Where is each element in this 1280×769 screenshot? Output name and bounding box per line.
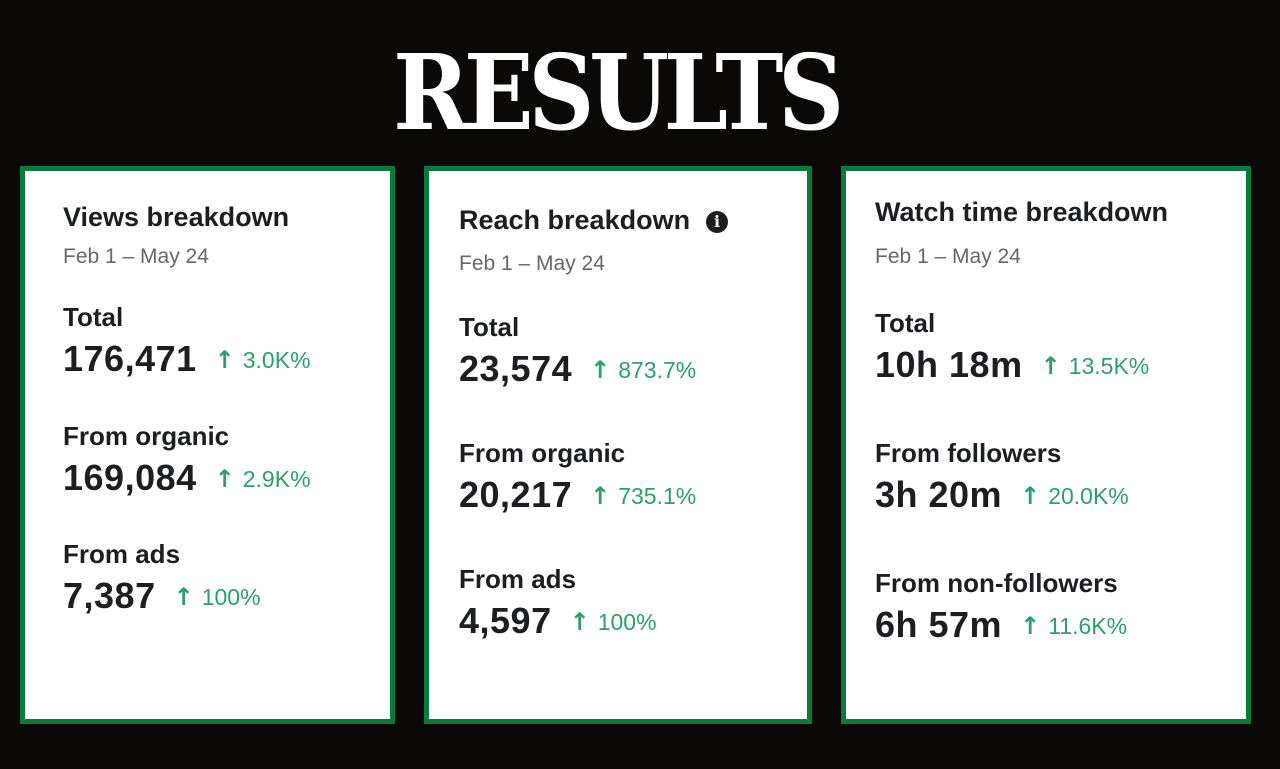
info-icon[interactable]: i (706, 211, 729, 233)
change-percent: 3.0K% (242, 347, 311, 373)
metric-label: From followers (875, 438, 1062, 468)
change-percent: 873.7% (618, 357, 697, 383)
metric-label: From ads (63, 539, 181, 569)
metric-value: 10h 18m (875, 344, 1023, 385)
page-heading: RESULTS (393, 31, 844, 154)
change-indicator: ↑ 20.0K% (1020, 474, 1129, 518)
metric-from-organic: From organic 169,084 ↑ 2.9K% (63, 420, 311, 508)
change-percent: 735.1% (618, 483, 697, 509)
metric-value: 6h 57m (875, 604, 1003, 645)
metric-from-ads: From ads 4,597 ↑ 100% (459, 563, 657, 651)
metric-value: 3h 20m (875, 474, 1003, 515)
change-percent: 100% (201, 584, 261, 610)
arrow-up-icon: ↑ (590, 356, 611, 384)
change-percent: 2.9K% (242, 466, 311, 492)
metric-label: From organic (459, 438, 626, 468)
metric-from-organic: From organic 20,217 ↑ 735.1% (459, 437, 696, 525)
change-indicator: ↑ 3.0K% (215, 338, 311, 382)
change-indicator: ↑ 2.9K% (215, 457, 311, 501)
arrow-up-icon: ↑ (1040, 352, 1061, 380)
arrow-up-icon: ↑ (1020, 612, 1041, 640)
change-percent: 13.5K% (1068, 353, 1150, 379)
card-title: Views breakdown (63, 202, 290, 232)
change-indicator: ↑ 100% (174, 575, 261, 619)
date-range: Feb 1 – May 24 (459, 252, 605, 275)
change-indicator: ↑ 873.7% (590, 348, 696, 392)
metric-value: 20,217 (459, 474, 573, 515)
metric-value: 23,574 (459, 348, 573, 389)
arrow-up-icon: ↑ (590, 482, 611, 510)
change-percent: 11.6K% (1048, 613, 1128, 639)
metric-total: Total 176,471 ↑ 3.0K% (63, 301, 311, 389)
metric-label: Total (459, 312, 520, 342)
metric-total: Total 23,574 ↑ 873.7% (459, 311, 696, 399)
card-title-text: Reach breakdown (459, 205, 691, 235)
change-percent: 100% (597, 609, 657, 635)
metric-label: From organic (63, 421, 230, 451)
metric-label: From non-followers (875, 568, 1118, 598)
metric-value: 169,084 (63, 457, 197, 498)
watch-time-breakdown-card: Watch time breakdown Feb 1 – May 24 Tota… (841, 166, 1251, 724)
arrow-up-icon: ↑ (173, 583, 194, 611)
arrow-up-icon: ↑ (1020, 482, 1041, 510)
metric-total: Total 10h 18m ↑ 13.5K% (875, 307, 1149, 395)
change-indicator: ↑ 11.6K% (1020, 604, 1127, 648)
change-indicator: ↑ 735.1% (590, 474, 696, 518)
views-breakdown-card: Views breakdown Feb 1 – May 24 Total 176… (20, 166, 395, 724)
arrow-up-icon: ↑ (569, 608, 590, 636)
metric-label: Total (875, 308, 936, 338)
change-indicator: ↑ 100% (570, 600, 657, 644)
date-range: Feb 1 – May 24 (875, 245, 1021, 268)
metric-from-followers: From followers 3h 20m ↑ 20.0K% (875, 437, 1129, 525)
metric-label: From ads (459, 564, 577, 594)
metric-value: 176,471 (63, 338, 197, 379)
date-range: Feb 1 – May 24 (63, 245, 209, 268)
change-indicator: ↑ 13.5K% (1041, 344, 1150, 388)
metric-label: Total (63, 302, 124, 332)
change-percent: 20.0K% (1048, 483, 1129, 509)
arrow-up-icon: ↑ (214, 465, 235, 493)
reach-breakdown-card: Reach breakdown i Feb 1 – May 24 Total 23… (424, 166, 812, 724)
card-title: Reach breakdown i (459, 204, 729, 236)
metric-from-non-followers: From non-followers 6h 57m ↑ 11.6K% (875, 567, 1127, 655)
metric-value: 4,597 (459, 600, 552, 641)
card-title: Watch time breakdown (875, 197, 1169, 227)
metric-from-ads: From ads 7,387 ↑ 100% (63, 538, 261, 626)
metric-value: 7,387 (63, 575, 156, 616)
arrow-up-icon: ↑ (214, 346, 235, 374)
